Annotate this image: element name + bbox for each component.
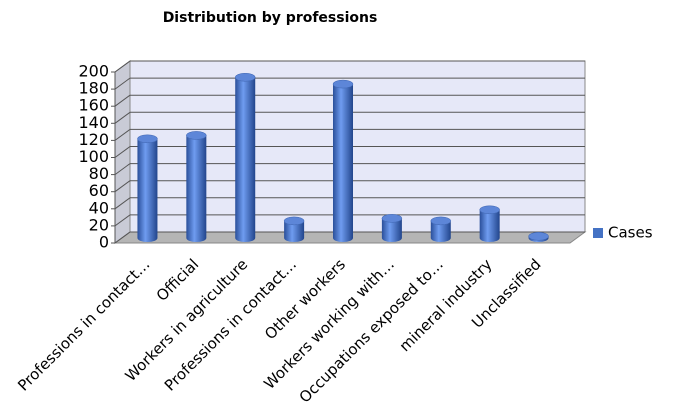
bar-cap bbox=[332, 79, 354, 89]
grid-line-side bbox=[114, 231, 131, 244]
y-tick-label: 40 bbox=[89, 198, 109, 217]
bar bbox=[381, 218, 402, 242]
bar-cap bbox=[479, 205, 500, 215]
bar-cap bbox=[234, 73, 256, 82]
grid-line-side bbox=[114, 128, 131, 141]
x-tick-label: Official bbox=[153, 255, 203, 305]
legend-swatch bbox=[593, 228, 603, 238]
bar bbox=[528, 236, 549, 242]
chart-title: Distribution by professions bbox=[163, 10, 378, 26]
bar bbox=[479, 209, 500, 242]
bar-cap bbox=[381, 214, 403, 223]
bar bbox=[430, 220, 451, 242]
grid-line-side bbox=[114, 60, 131, 73]
bar bbox=[284, 220, 305, 242]
grid-line-side bbox=[114, 94, 131, 107]
grid-line-side bbox=[114, 163, 131, 176]
y-tick-label: 180 bbox=[78, 79, 109, 98]
bar bbox=[137, 138, 158, 242]
y-tick-label: 100 bbox=[78, 147, 109, 166]
y-tick-label: 160 bbox=[78, 96, 109, 115]
bar bbox=[235, 77, 256, 242]
grid-line-side bbox=[114, 214, 131, 227]
y-tick-label: 0 bbox=[99, 233, 109, 252]
bar-cap bbox=[137, 134, 158, 144]
grid-line-side bbox=[114, 180, 131, 193]
bar bbox=[186, 135, 207, 242]
y-tick-label: 120 bbox=[78, 130, 109, 149]
y-tick-label: 140 bbox=[78, 113, 109, 132]
bar-cap bbox=[283, 216, 305, 226]
y-tick-label: 60 bbox=[89, 181, 109, 200]
bar bbox=[333, 84, 353, 242]
bar-cap bbox=[186, 131, 207, 140]
bar-cap bbox=[430, 216, 452, 226]
y-tick-label: 80 bbox=[89, 164, 109, 183]
grid-line-side bbox=[114, 197, 131, 210]
y-tick-label: 200 bbox=[78, 62, 109, 81]
grid-line-side bbox=[114, 111, 131, 124]
legend-label: Cases bbox=[608, 224, 653, 242]
bar-cap bbox=[528, 232, 549, 241]
grid-line-side bbox=[114, 77, 131, 90]
grid-line-side bbox=[114, 146, 131, 158]
y-tick-label: 20 bbox=[89, 215, 109, 234]
